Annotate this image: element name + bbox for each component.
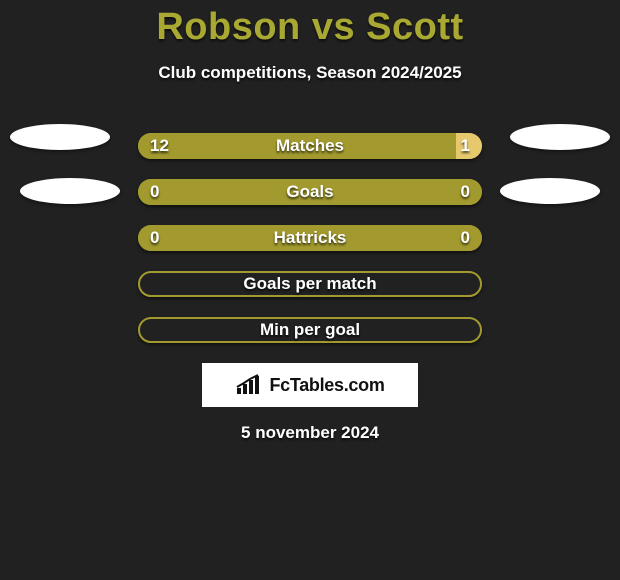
stat-bar	[138, 133, 482, 159]
stat-value-right: 0	[461, 228, 470, 248]
stat-value-left: 12	[150, 136, 169, 156]
stat-rows: Matches121Goals00Hattricks00Goals per ma…	[0, 123, 620, 353]
date-text: 5 november 2024	[0, 423, 620, 443]
stat-bar	[138, 179, 482, 205]
stat-row: Goals per match	[0, 261, 620, 307]
stat-value-left: 0	[150, 182, 159, 202]
decorative-ellipse	[10, 124, 110, 150]
stat-row: Hattricks00	[0, 215, 620, 261]
stat-bar	[138, 225, 482, 251]
stat-value-left: 0	[150, 228, 159, 248]
stat-bar-left	[138, 179, 482, 205]
source-badge-text: FcTables.com	[269, 375, 384, 396]
page-title: Robson vs Scott	[0, 0, 620, 49]
stat-bar	[138, 271, 482, 297]
stat-row: Min per goal	[0, 307, 620, 353]
stat-value-right: 0	[461, 182, 470, 202]
stat-bar-left	[138, 225, 482, 251]
decorative-ellipse	[510, 124, 610, 150]
source-badge: FcTables.com	[202, 363, 418, 407]
stat-value-right: 1	[461, 136, 470, 156]
bar-chart-icon	[235, 374, 263, 396]
decorative-ellipse	[500, 178, 600, 204]
decorative-ellipse	[20, 178, 120, 204]
stat-bar-left	[138, 133, 456, 159]
stat-bar	[138, 317, 482, 343]
page-subtitle: Club competitions, Season 2024/2025	[0, 63, 620, 83]
